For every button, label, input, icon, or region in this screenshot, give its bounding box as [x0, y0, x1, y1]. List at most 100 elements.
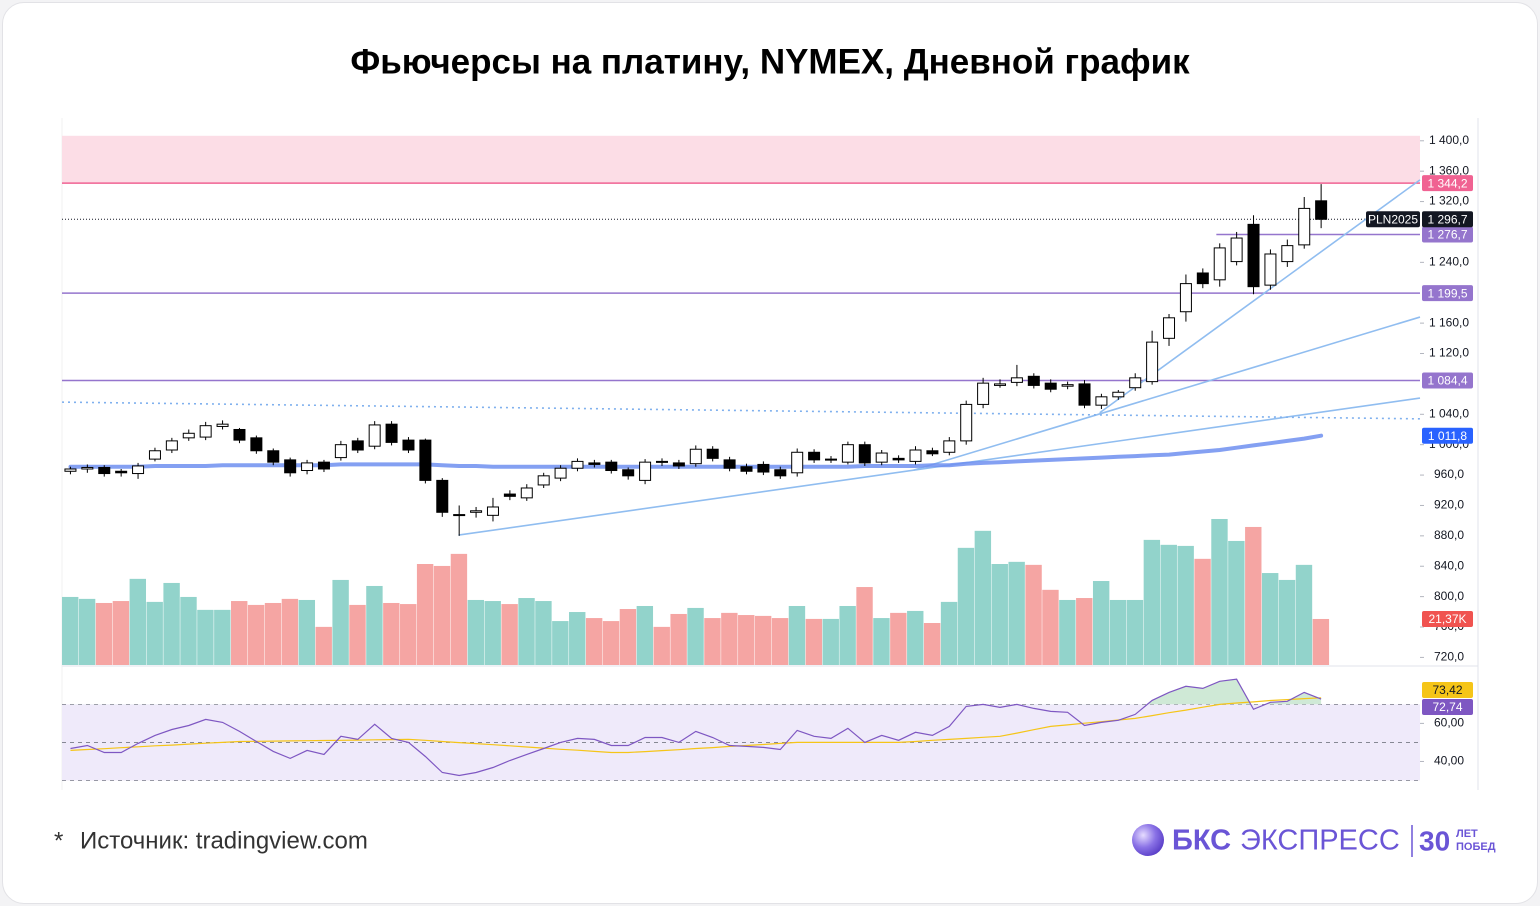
candle-body [284, 459, 297, 474]
candle-body [1264, 253, 1277, 286]
volume-bar [1245, 526, 1262, 665]
y-tick-label: 720,0 [1434, 650, 1464, 664]
candle-body [1027, 375, 1040, 386]
y-tick-label: 800,0 [1434, 589, 1464, 603]
volume-bar [1160, 544, 1177, 665]
volume-bar [298, 599, 316, 665]
volume-bar [1025, 564, 1042, 665]
logo-line1: ЛЕТ [1456, 828, 1478, 840]
volume-bar [400, 604, 417, 665]
price-tag: 1 276,7 [1422, 226, 1473, 243]
price-tag-label: PLN2025 [1368, 212, 1418, 226]
volume-bar [281, 598, 299, 665]
candle-body [317, 461, 330, 470]
logo-brand: БКС [1172, 825, 1231, 857]
price-tag: 1 199,5 [1422, 285, 1473, 302]
candle-body [165, 440, 178, 451]
price-tag-label: 73,42 [1432, 683, 1462, 697]
y-tick-label: 840,0 [1434, 558, 1464, 572]
price-tag: 72,74 [1422, 698, 1473, 715]
candle-body [233, 428, 246, 441]
candle-body [1061, 384, 1074, 387]
volume-bar [856, 587, 873, 665]
volume-bar [602, 621, 620, 665]
candle-body [81, 466, 94, 470]
candle-body [808, 451, 821, 461]
volume-bar [957, 547, 975, 665]
volume-bar [247, 604, 265, 665]
volume-bar [518, 598, 535, 665]
volume-bar [1109, 599, 1127, 665]
volume-bar [1126, 599, 1144, 665]
candle-body [470, 510, 483, 513]
candle-body [1247, 223, 1260, 288]
candle-body [1095, 396, 1108, 406]
candle-body [148, 450, 161, 460]
candle-body [841, 444, 854, 463]
volume-bar [112, 601, 130, 665]
candle-body [1010, 377, 1023, 383]
candle-body [774, 469, 787, 477]
candle-body [994, 383, 1007, 386]
candle-body [960, 403, 973, 442]
rsi-tick-label: 40,00 [1434, 754, 1464, 768]
y-tick-label: 1 320,0 [1429, 194, 1469, 208]
candle-body [301, 462, 314, 472]
candle-body [943, 440, 956, 453]
candle-body [1129, 377, 1142, 389]
price-tag: PLN2025 [1366, 211, 1420, 228]
candle-body [1044, 382, 1057, 390]
price-tag-box [1422, 211, 1473, 228]
volume-bar [738, 615, 755, 665]
volume-bar [805, 618, 823, 665]
volume-bar [1295, 564, 1313, 665]
candle-body [98, 466, 111, 475]
candle-body [909, 449, 922, 462]
volume-bar [839, 605, 856, 665]
candle-body [875, 452, 888, 463]
y-tick-label: 1 400,0 [1429, 133, 1469, 147]
candle-body [216, 423, 229, 427]
volume-bar [501, 604, 518, 665]
candle-body [892, 457, 905, 461]
y-tick-label: 1 120,0 [1429, 346, 1469, 360]
price-tag-label: 1 344,2 [1427, 176, 1467, 190]
volume-bar [923, 623, 941, 665]
candle-body [1112, 391, 1125, 398]
volume-bar [163, 582, 180, 665]
resistance-zone [62, 135, 1420, 184]
price-tag-box [1422, 226, 1473, 243]
candle-body [351, 440, 364, 451]
candle-body [1213, 247, 1226, 281]
volume-bar [653, 626, 670, 665]
price-tag-label: 1 276,7 [1427, 228, 1467, 242]
candle-body [1281, 245, 1294, 263]
volume-bar [1008, 561, 1025, 665]
candle-body [537, 475, 550, 486]
volume-bar [1042, 589, 1059, 665]
y-tick-label: 1 160,0 [1429, 315, 1469, 329]
rsi-overbought-fill [1147, 679, 1322, 705]
trendline [913, 316, 1421, 471]
volume-bar [383, 602, 400, 665]
candle-body [926, 450, 939, 455]
candle-body [1146, 341, 1159, 383]
candle-body [486, 506, 499, 516]
volume-bar [585, 618, 603, 665]
volume-bar [1228, 540, 1245, 665]
candle-body [402, 439, 415, 451]
logo-years: 30 [1419, 825, 1450, 856]
volume-bar [467, 599, 485, 665]
y-tick-label: 1 040,0 [1429, 406, 1469, 420]
footnote-mark: * [54, 827, 63, 854]
volume-bar [1177, 545, 1194, 665]
candle-body [182, 432, 195, 439]
volume-bar [873, 618, 890, 665]
candle-body [977, 382, 990, 405]
price-tag-box [1422, 372, 1473, 389]
candle-body [132, 465, 145, 475]
candle-body [655, 460, 668, 463]
logo-line2: ПОБЕД [1456, 841, 1496, 853]
price-tag-box [1366, 211, 1420, 228]
